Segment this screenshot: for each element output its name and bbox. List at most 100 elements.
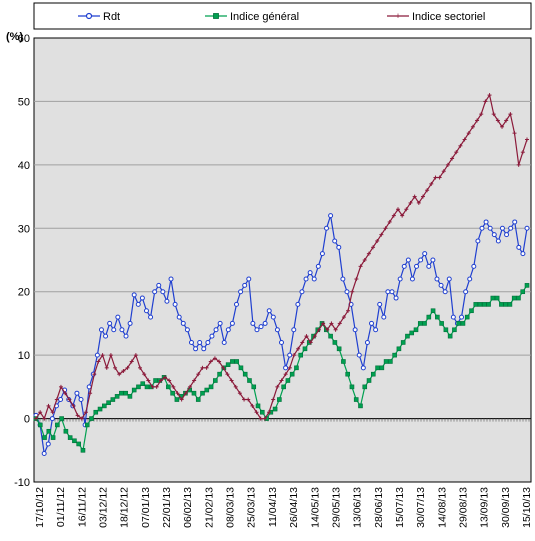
data-point <box>329 321 334 326</box>
data-point <box>80 447 86 453</box>
x-tick-label: 26/04/13 <box>288 487 300 528</box>
data-point <box>388 359 393 364</box>
data-point <box>369 320 375 326</box>
x-tick-label: 03/12/12 <box>98 487 110 528</box>
data-point <box>516 295 521 301</box>
data-point <box>383 226 388 231</box>
data-point <box>170 390 175 396</box>
data-point <box>221 365 226 370</box>
data-point <box>422 321 427 326</box>
data-point <box>242 282 248 288</box>
data-point <box>230 359 235 364</box>
data-point <box>174 397 180 402</box>
data-point <box>217 371 222 377</box>
data-point <box>275 384 280 389</box>
svg-text:+: + <box>395 11 400 21</box>
data-point <box>442 289 448 295</box>
data-point <box>123 333 129 339</box>
data-point <box>59 416 64 421</box>
data-point <box>131 387 137 393</box>
data-point <box>300 340 305 345</box>
data-point <box>447 333 453 339</box>
data-point <box>391 213 396 218</box>
data-point <box>238 365 244 371</box>
data-point <box>344 289 350 295</box>
data-point <box>92 372 97 377</box>
data-point <box>362 258 367 262</box>
data-point <box>508 112 513 117</box>
data-point <box>450 156 455 161</box>
data-point <box>459 314 465 320</box>
data-point <box>446 276 452 282</box>
data-point <box>140 381 146 386</box>
data-point <box>279 339 284 345</box>
data-point <box>229 378 234 383</box>
data-point <box>180 320 186 326</box>
data-point <box>299 289 305 295</box>
data-point <box>362 384 368 390</box>
legend-item-indice-general: Indice général <box>205 11 299 23</box>
data-point <box>425 188 430 193</box>
data-point <box>225 372 230 377</box>
data-point <box>336 346 342 352</box>
data-point <box>437 175 442 180</box>
data-point <box>34 416 38 421</box>
y-tick-label: 40 <box>18 160 30 172</box>
data-point <box>332 340 338 345</box>
data-point <box>364 339 370 345</box>
data-point <box>350 289 355 294</box>
data-point <box>312 334 317 339</box>
data-point <box>196 372 201 377</box>
data-point <box>307 270 313 276</box>
data-point <box>420 194 425 199</box>
data-point <box>102 403 107 409</box>
legend-label-rdt: Rdt <box>103 11 120 23</box>
data-point <box>287 352 293 358</box>
data-point <box>438 282 444 288</box>
data-point <box>255 403 261 409</box>
data-point <box>328 213 334 219</box>
legend-label-indice-sectoriel: Indice sectoriel <box>412 11 485 23</box>
data-point <box>430 308 436 314</box>
y-tick-label: 50 <box>18 96 30 108</box>
y-tick-label: 60 <box>18 33 30 45</box>
x-axis: 17/10/12 01/11/12 16/11/12 03/12/12 18/12/12… <box>34 487 533 528</box>
data-point <box>516 162 521 167</box>
data-point <box>400 340 406 345</box>
data-point <box>250 403 255 408</box>
data-point <box>296 346 301 351</box>
data-point <box>333 327 338 332</box>
data-point <box>114 394 120 399</box>
data-point <box>195 397 201 402</box>
data-point <box>396 207 401 212</box>
x-tick-label: 21/02/13 <box>203 487 215 528</box>
data-point <box>417 321 423 326</box>
data-point <box>125 365 130 370</box>
data-point <box>238 289 244 295</box>
data-point <box>113 365 118 370</box>
data-point <box>54 397 59 402</box>
data-point <box>499 302 504 307</box>
data-point <box>117 372 122 377</box>
data-point <box>460 321 466 326</box>
data-point <box>104 365 109 370</box>
data-point <box>405 257 411 263</box>
data-point <box>164 298 170 304</box>
data-point <box>133 353 138 358</box>
data-point <box>383 359 389 364</box>
data-point <box>148 314 154 320</box>
data-point <box>192 378 197 383</box>
data-point <box>183 391 188 396</box>
data-point <box>458 143 463 148</box>
data-point <box>162 375 167 380</box>
data-point <box>463 289 469 295</box>
data-point <box>503 302 508 307</box>
data-point <box>511 295 517 301</box>
data-point <box>494 295 500 301</box>
data-point <box>50 435 56 440</box>
x-tick-label: 14/08/13 <box>436 487 448 528</box>
legend-item-rdt: Rdt <box>78 11 120 23</box>
data-point <box>142 372 147 377</box>
data-point <box>520 251 526 257</box>
data-point <box>138 365 143 370</box>
